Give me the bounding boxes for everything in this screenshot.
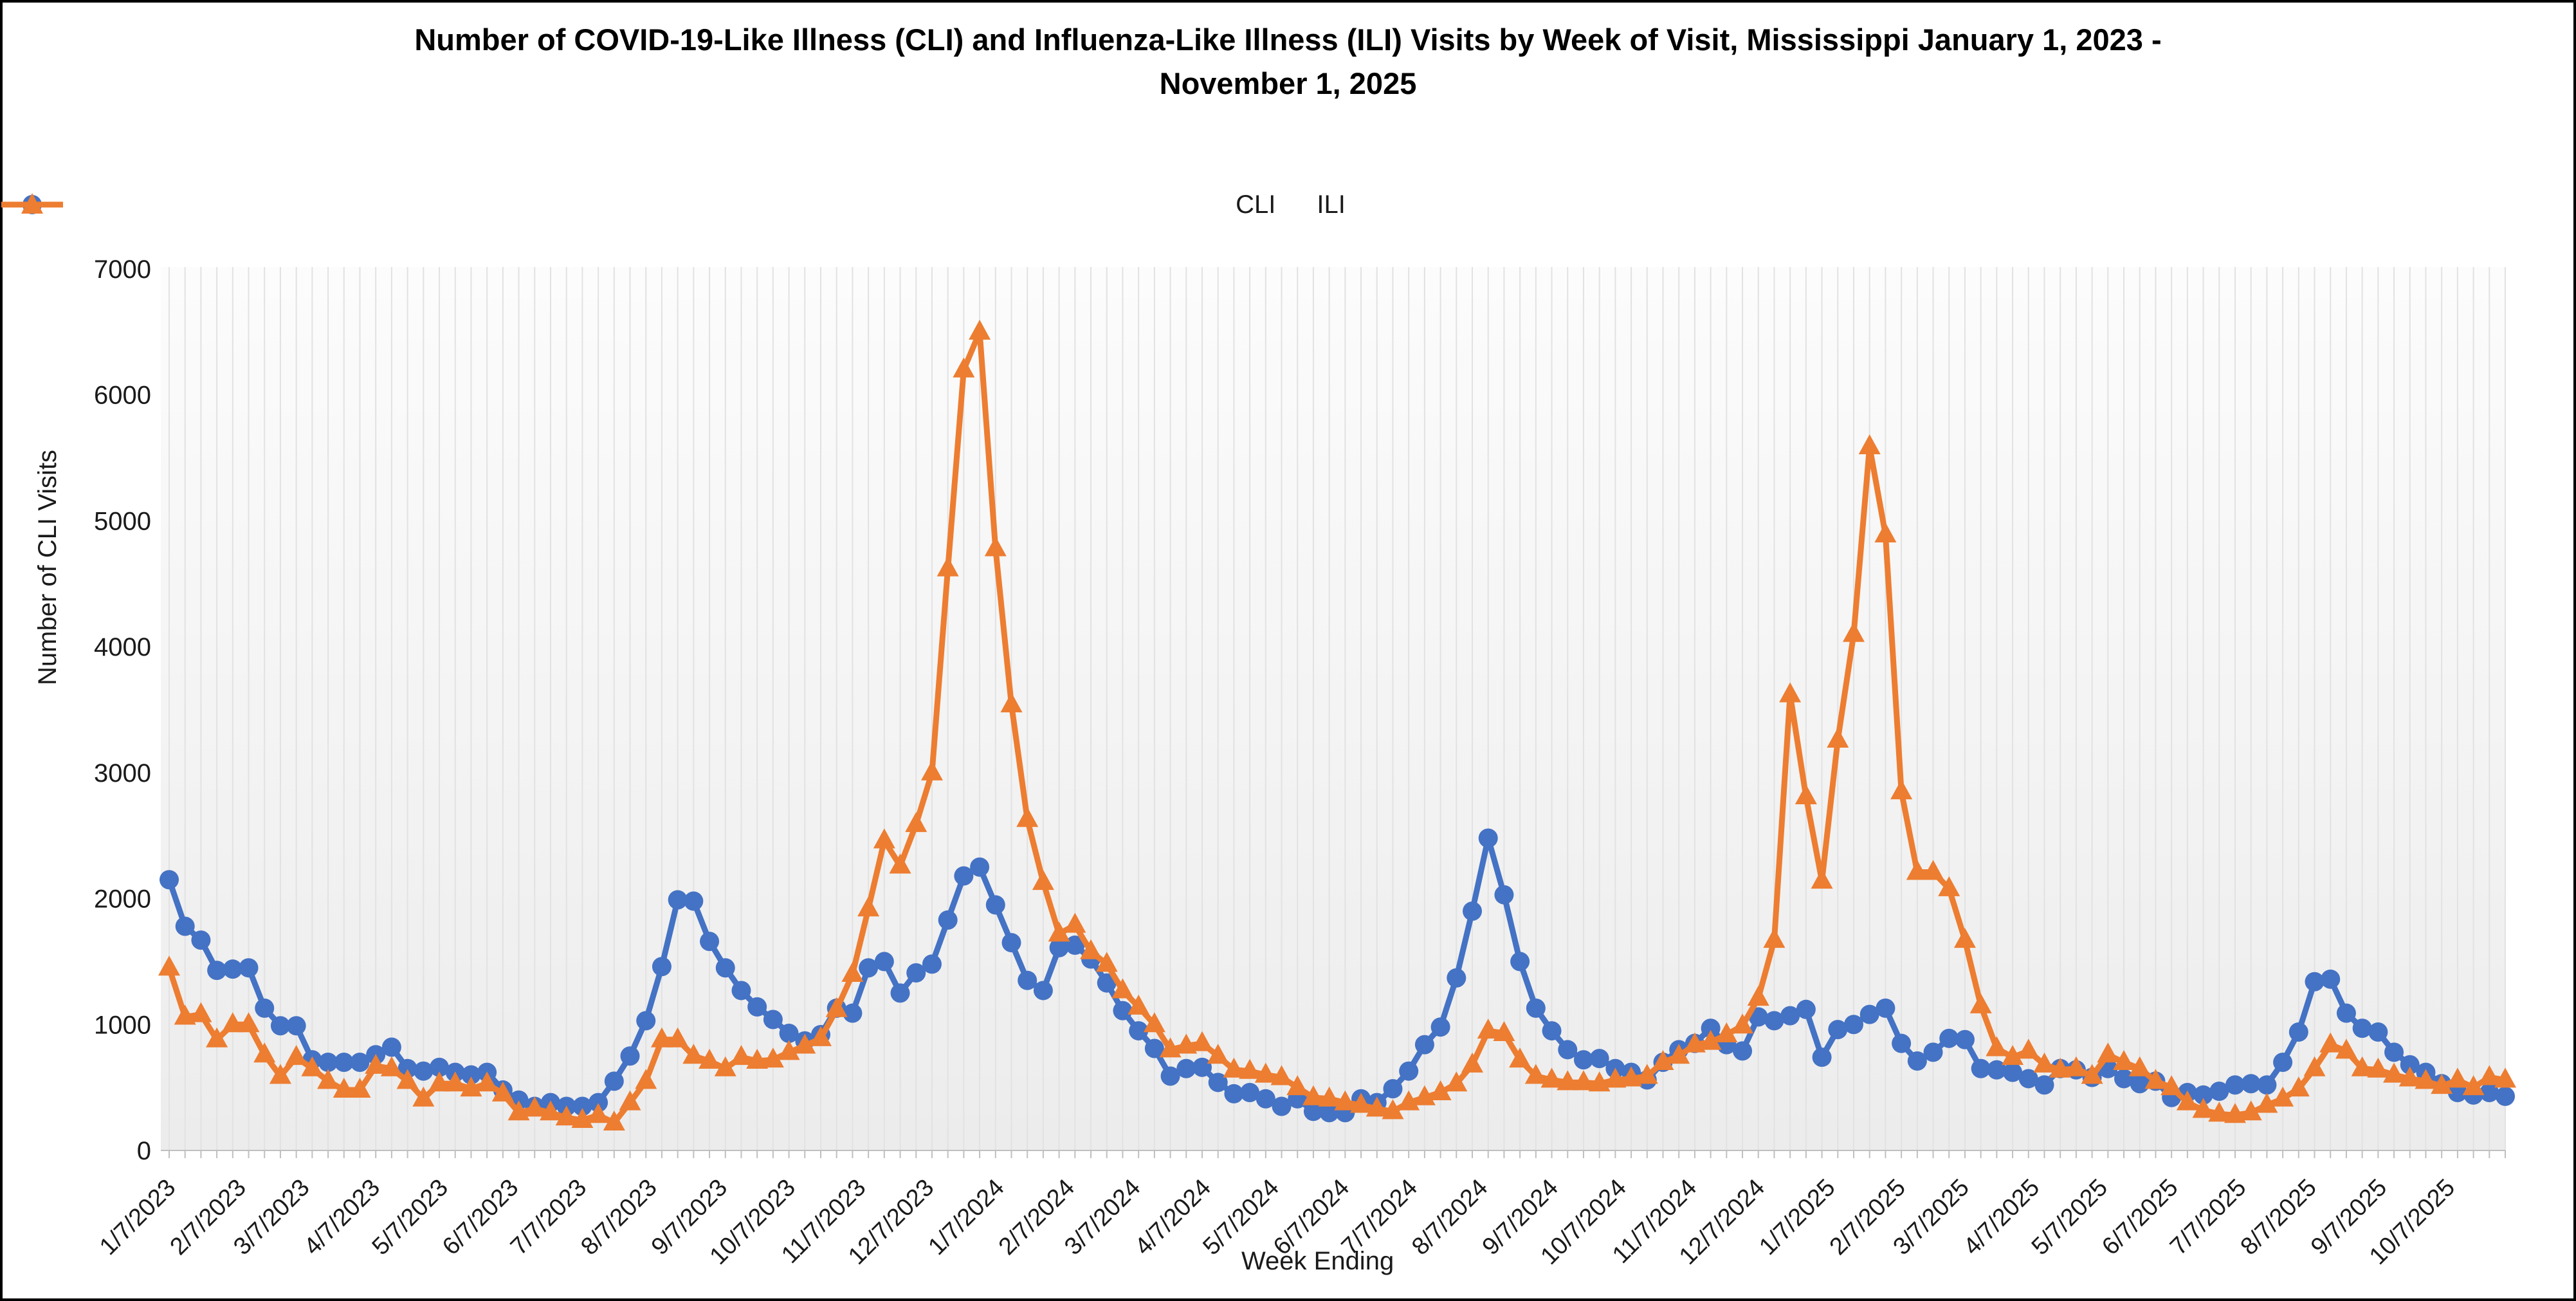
svg-text:8/7/2025: 8/7/2025 <box>2236 1174 2322 1260</box>
svg-text:1/7/2025: 1/7/2025 <box>1754 1174 1840 1260</box>
svg-text:4000: 4000 <box>94 633 151 661</box>
svg-text:5000: 5000 <box>94 507 151 535</box>
legend-label-ili: ILI <box>1317 190 1346 219</box>
svg-text:1000: 1000 <box>94 1011 151 1039</box>
svg-text:5/7/2025: 5/7/2025 <box>2027 1174 2113 1260</box>
svg-text:1/7/2023: 1/7/2023 <box>95 1174 181 1260</box>
svg-text:2000: 2000 <box>94 885 151 914</box>
legend-label-cli: CLI <box>1236 190 1276 219</box>
chart-title: Number of COVID-19-Like Illness (CLI) an… <box>414 23 2162 101</box>
svg-text:7/7/2023: 7/7/2023 <box>506 1174 592 1260</box>
legend: CLI ILI <box>0 190 2576 219</box>
x-axis-title: Week Ending <box>1241 1247 1394 1275</box>
svg-text:3000: 3000 <box>94 759 151 788</box>
svg-text:1/7/2024: 1/7/2024 <box>923 1174 1009 1260</box>
svg-text:5/7/2024: 5/7/2024 <box>1198 1174 1284 1260</box>
legend-item-ili: ILI <box>1 190 1346 219</box>
svg-text:7000: 7000 <box>94 255 151 284</box>
svg-text:8/7/2024: 8/7/2024 <box>1407 1174 1493 1260</box>
svg-text:8/7/2023: 8/7/2023 <box>576 1174 662 1260</box>
svg-text:7/7/2025: 7/7/2025 <box>2165 1174 2251 1260</box>
svg-text:5/7/2023: 5/7/2023 <box>367 1174 453 1260</box>
svg-text:0: 0 <box>137 1137 151 1165</box>
svg-text:6000: 6000 <box>94 382 151 410</box>
svg-text:7/7/2024: 7/7/2024 <box>1337 1174 1423 1260</box>
